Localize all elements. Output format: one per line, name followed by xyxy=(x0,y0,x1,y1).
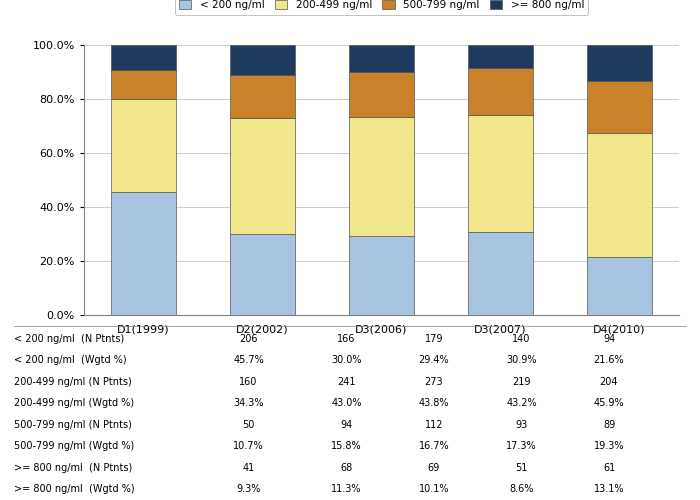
Text: 34.3%: 34.3% xyxy=(233,398,264,408)
Text: 50: 50 xyxy=(242,420,255,430)
Bar xyxy=(349,236,414,315)
Text: 500-799 ng/ml (N Ptnts): 500-799 ng/ml (N Ptnts) xyxy=(14,420,132,430)
Bar xyxy=(468,68,533,115)
Text: 140: 140 xyxy=(512,334,531,344)
Bar xyxy=(587,46,652,80)
Bar xyxy=(468,232,533,315)
Text: 94: 94 xyxy=(603,334,615,344)
Text: 29.4%: 29.4% xyxy=(419,355,449,365)
Text: 93: 93 xyxy=(515,420,528,430)
Bar xyxy=(111,192,176,315)
Bar xyxy=(349,72,414,118)
Text: 43.2%: 43.2% xyxy=(506,398,537,408)
Text: 9.3%: 9.3% xyxy=(237,484,260,494)
Text: 45.7%: 45.7% xyxy=(233,355,264,365)
Text: 17.3%: 17.3% xyxy=(506,441,537,451)
Text: 61: 61 xyxy=(603,462,615,472)
Bar xyxy=(230,44,295,75)
Text: 41: 41 xyxy=(242,462,255,472)
Text: < 200 ng/ml  (Wgtd %): < 200 ng/ml (Wgtd %) xyxy=(14,355,127,365)
Text: 200-499 ng/ml (N Ptnts): 200-499 ng/ml (N Ptnts) xyxy=(14,376,132,386)
Text: 43.8%: 43.8% xyxy=(419,398,449,408)
Text: 45.9%: 45.9% xyxy=(594,398,624,408)
Legend: < 200 ng/ml, 200-499 ng/ml, 500-799 ng/ml, >= 800 ng/ml: < 200 ng/ml, 200-499 ng/ml, 500-799 ng/m… xyxy=(174,0,589,14)
Bar xyxy=(587,256,652,315)
Text: 219: 219 xyxy=(512,376,531,386)
Text: 500-799 ng/ml (Wgtd %): 500-799 ng/ml (Wgtd %) xyxy=(14,441,134,451)
Text: 13.1%: 13.1% xyxy=(594,484,624,494)
Text: 30.0%: 30.0% xyxy=(331,355,362,365)
Bar xyxy=(230,75,295,118)
Text: 51: 51 xyxy=(515,462,528,472)
Text: 241: 241 xyxy=(337,376,356,386)
Text: 8.6%: 8.6% xyxy=(510,484,533,494)
Text: 10.7%: 10.7% xyxy=(233,441,264,451)
Text: 204: 204 xyxy=(600,376,618,386)
Text: 273: 273 xyxy=(425,376,443,386)
Text: 16.7%: 16.7% xyxy=(419,441,449,451)
Text: < 200 ng/ml  (N Ptnts): < 200 ng/ml (N Ptnts) xyxy=(14,334,125,344)
Bar xyxy=(349,45,414,72)
Text: 21.6%: 21.6% xyxy=(594,355,624,365)
Text: 200-499 ng/ml (Wgtd %): 200-499 ng/ml (Wgtd %) xyxy=(14,398,134,408)
Bar xyxy=(587,132,652,256)
Text: 94: 94 xyxy=(340,420,353,430)
Text: >= 800 ng/ml  (Wgtd %): >= 800 ng/ml (Wgtd %) xyxy=(14,484,134,494)
Text: 15.8%: 15.8% xyxy=(331,441,362,451)
Bar xyxy=(349,118,414,236)
Text: 19.3%: 19.3% xyxy=(594,441,624,451)
Bar xyxy=(468,45,533,68)
Text: 69: 69 xyxy=(428,462,440,472)
Text: >= 800 ng/ml  (N Ptnts): >= 800 ng/ml (N Ptnts) xyxy=(14,462,132,472)
Text: 10.1%: 10.1% xyxy=(419,484,449,494)
Bar xyxy=(230,234,295,315)
Bar xyxy=(111,70,176,99)
Text: 43.0%: 43.0% xyxy=(331,398,362,408)
Text: 89: 89 xyxy=(603,420,615,430)
Text: 11.3%: 11.3% xyxy=(331,484,362,494)
Text: 68: 68 xyxy=(340,462,353,472)
Text: 160: 160 xyxy=(239,376,258,386)
Bar xyxy=(111,45,176,70)
Text: 30.9%: 30.9% xyxy=(506,355,537,365)
Text: 179: 179 xyxy=(425,334,443,344)
Text: 112: 112 xyxy=(425,420,443,430)
Bar xyxy=(111,99,176,192)
Text: 206: 206 xyxy=(239,334,258,344)
Bar xyxy=(468,115,533,232)
Bar xyxy=(230,118,295,234)
Text: 166: 166 xyxy=(337,334,356,344)
Bar xyxy=(587,80,652,132)
